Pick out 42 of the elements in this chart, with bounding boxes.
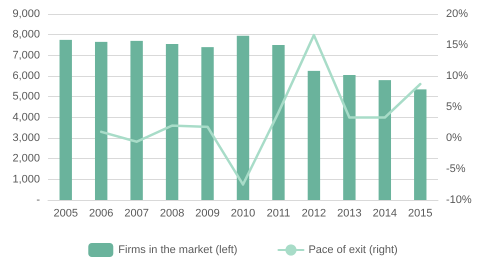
x-tick-label: 2005 <box>53 208 78 220</box>
x-tick-label: 2008 <box>160 208 184 220</box>
y2-tick-label: 5% <box>446 101 462 113</box>
x-tick-label: 2006 <box>88 208 114 220</box>
bar <box>166 44 178 200</box>
x-tick-label: 2013 <box>337 208 362 220</box>
y2-tick-label: 10% <box>446 70 468 82</box>
bar <box>236 36 250 200</box>
y-tick-label: 2,000 <box>12 152 40 165</box>
bar <box>94 42 108 200</box>
bar <box>343 74 356 200</box>
line-series <box>100 34 422 186</box>
x-tick-label: 2009 <box>195 208 220 220</box>
bar <box>378 80 392 200</box>
y-tick-label: 5,000 <box>12 90 40 103</box>
y2-tick-label: -5% <box>446 163 466 175</box>
y2-tick-label: 15% <box>446 39 468 51</box>
y-tick-label: 9,000 <box>12 8 40 20</box>
y-tick-label: 1,000 <box>12 173 40 186</box>
bar <box>308 70 320 200</box>
y2-tick-label: 20% <box>446 8 468 20</box>
bar <box>130 40 143 200</box>
y-tick-label: 4,000 <box>12 111 40 124</box>
x-tick-label: 2011 <box>266 208 290 220</box>
x-tick-label: 2007 <box>124 208 149 220</box>
y2-tick-label: -10% <box>446 194 472 206</box>
x-tick-label: 2015 <box>408 208 433 220</box>
legend-label: Firms in the market (left) <box>118 244 238 256</box>
y2-tick-label: 0% <box>446 132 462 144</box>
y-tick-label: 6,000 <box>12 70 40 82</box>
legend-label: Pace of exit (right) <box>308 244 398 256</box>
x-tick-label: 2010 <box>230 208 256 220</box>
bar <box>414 89 426 200</box>
y-tick-label: 8,000 <box>12 28 40 41</box>
x-tick-label: 2012 <box>302 208 326 220</box>
bar <box>201 47 214 200</box>
y-tick-label: 7,000 <box>12 49 40 62</box>
x-tick-label: 2014 <box>372 208 398 220</box>
bar <box>60 40 72 200</box>
y-tick-label: 3,000 <box>12 132 40 144</box>
bar <box>272 45 285 200</box>
y-tick-label: - <box>36 194 40 206</box>
